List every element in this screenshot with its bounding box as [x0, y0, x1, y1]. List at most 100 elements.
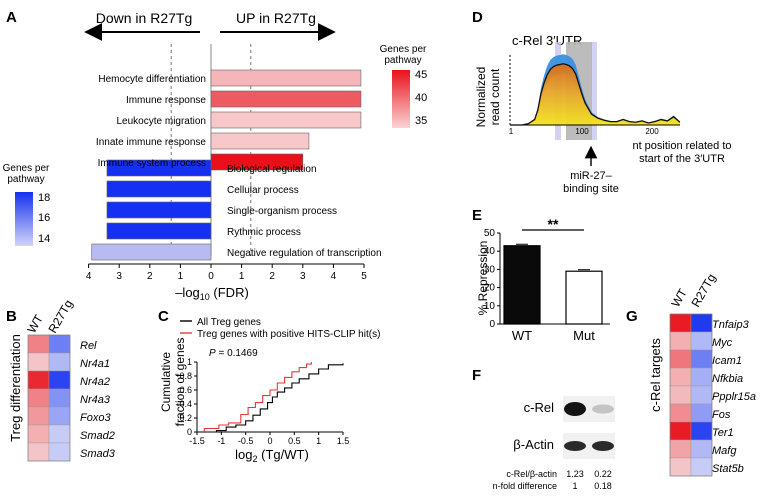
a-x-tick-label: 4: [86, 271, 92, 282]
g-cell-wt: [669, 331, 692, 351]
legend-up-title-line2: pathway: [384, 55, 421, 66]
e-significance-stars: **: [548, 216, 559, 232]
panel-a-pathway-chart: Down in R27Tg UP in R27Tg Hemocyte diffe…: [3, 10, 428, 302]
legend-down-tick: 16: [38, 212, 50, 224]
g-gene-label: Fos: [712, 409, 731, 421]
c-x-tick-label: 0.5: [288, 436, 301, 446]
legend-up-tick: 45: [415, 69, 427, 81]
a-bar-down: [106, 201, 212, 219]
c-x-tick-label: 0: [267, 436, 272, 446]
panel-e-repression-bars: % Repression 0 10 20 30 40 50 WT Mut **: [476, 216, 610, 343]
c-x-axis-title: log2 (Tg/WT): [235, 447, 309, 464]
c-x-tick-label: -1.5: [189, 436, 205, 446]
a-x-tick-label: 0: [208, 271, 214, 282]
e-bar-wt: [503, 245, 541, 325]
c-x-tick-label: 1: [316, 436, 321, 446]
e-y-axis-title: % Repression: [476, 241, 490, 316]
g-cell-r27tg: [690, 385, 713, 405]
c-y-tick-label: 1: [187, 357, 192, 367]
a-pathway-label-up: Leukocyte migration: [117, 116, 207, 127]
d-x-axis-title-line2: start of the 3′UTR: [639, 153, 725, 165]
panel-label-a: A: [6, 9, 17, 26]
g-row-axis-title: c-Rel targets: [648, 338, 663, 412]
legend-down-title-line1: Genes per: [3, 163, 50, 174]
g-gene-label: Myc: [712, 337, 733, 349]
g-cell-r27tg: [690, 367, 713, 387]
b-cell-wt: [27, 388, 50, 408]
c-legend-all: All Treg genes: [197, 317, 261, 328]
b-cell-r27tg: [48, 388, 71, 408]
g-gene-label: Mafg: [712, 445, 737, 457]
panel-c-cumulative-plot: All Treg genes Treg genes with positive …: [159, 317, 380, 464]
c-y-tick-label: 0: [187, 427, 192, 437]
f-fold-wt: 1: [572, 481, 577, 491]
e-y-tick-label: 30: [484, 264, 496, 275]
legend-down-colorbar: [15, 192, 33, 246]
legend-up-tick: 40: [415, 92, 427, 104]
g-cell-r27tg: [690, 421, 713, 441]
legend-down-title-line2: pathway: [7, 174, 44, 185]
d-x-tick: 100: [575, 127, 589, 136]
b-gene-label: Smad2: [80, 430, 115, 442]
b-cell-wt: [27, 334, 50, 354]
label-up-in-r27tg: UP in R27Tg: [236, 10, 316, 26]
e-category-label: Mut: [573, 328, 595, 343]
e-y-tick-label: 10: [484, 301, 496, 312]
a-bar-down: [106, 159, 212, 177]
b-cell-r27tg: [48, 406, 71, 426]
c-x-tick-label: -0.5: [238, 436, 254, 446]
a-bar-down: [106, 222, 212, 240]
a-x-tick-label: 2: [147, 271, 153, 282]
f-band-actin: [564, 441, 586, 451]
panel-d-read-coverage: c-Rel 3′UTR Normalized read count 1 100 …: [474, 33, 732, 195]
g-cell-wt: [669, 349, 692, 369]
c-y-tick-label: 0.8: [179, 371, 192, 381]
panel-label-f: F: [472, 367, 481, 384]
a-pathway-label-down: Biological regulation: [227, 164, 317, 175]
a-x-tick-label: 5: [361, 271, 367, 282]
g-cell-wt: [669, 457, 692, 477]
g-cell-wt: [669, 367, 692, 387]
legend-up-tick: 35: [415, 115, 427, 127]
c-y-tick-label: 0.4: [179, 399, 192, 409]
f-ratio-label: c-Rel/β-actin: [506, 469, 557, 479]
b-cell-r27tg: [48, 352, 71, 372]
g-col-header-wt: WT: [668, 286, 690, 310]
g-cell-r27tg: [690, 403, 713, 423]
a-pathway-label-up: Immune system process: [98, 158, 206, 169]
d-mean-profile-line: [510, 63, 681, 126]
c-pvalue: P = 0.1469: [209, 348, 258, 359]
b-cell-wt: [27, 352, 50, 372]
g-cell-wt: [669, 385, 692, 405]
panel-f-western-blot: c-Rel β-Actin c-Rel/β-actin 1.23 0.22 n-…: [493, 396, 615, 491]
f-label-crel: c-Rel: [524, 400, 554, 415]
b-cell-r27tg: [48, 334, 71, 354]
a-pathway-label-up: Innate immune response: [96, 137, 207, 148]
a-x-axis-title: –log10 (FDR): [175, 285, 249, 302]
g-gene-label: Stat5b: [712, 463, 744, 475]
d-binding-site-line1: miR-27–: [570, 170, 612, 182]
f-label-actin: β-Actin: [513, 437, 554, 452]
b-gene-label: Nr4a3: [80, 394, 111, 406]
g-gene-label: Nfkbia: [712, 373, 743, 385]
c-legend-hits: Treg genes with positive HITS-CLIP hit(s…: [197, 329, 380, 340]
g-gene-label: Tnfaip3: [712, 319, 750, 331]
b-cell-r27tg: [48, 442, 71, 462]
a-bar-up: [210, 132, 310, 150]
g-gene-label: Ter1: [712, 427, 734, 439]
b-cell-r27tg: [48, 424, 71, 444]
legend-up-colorbar: [392, 70, 410, 128]
c-series-all-treg: [197, 363, 344, 433]
d-x-tick: 200: [645, 127, 659, 136]
b-border: [27, 334, 71, 462]
b-row-axis-title: Treg differentiation: [8, 334, 23, 442]
b-gene-label: Nr4a1: [80, 358, 110, 370]
b-gene-label: Foxo3: [80, 412, 111, 424]
legend-down-tick: 14: [38, 233, 50, 245]
d-x-tick: 1: [509, 127, 514, 136]
d-region-shade-light-right: [591, 42, 597, 140]
d-y-axis-title-line1: Normalized: [474, 67, 488, 128]
f-band-actin: [592, 441, 614, 451]
g-border: [669, 313, 713, 477]
